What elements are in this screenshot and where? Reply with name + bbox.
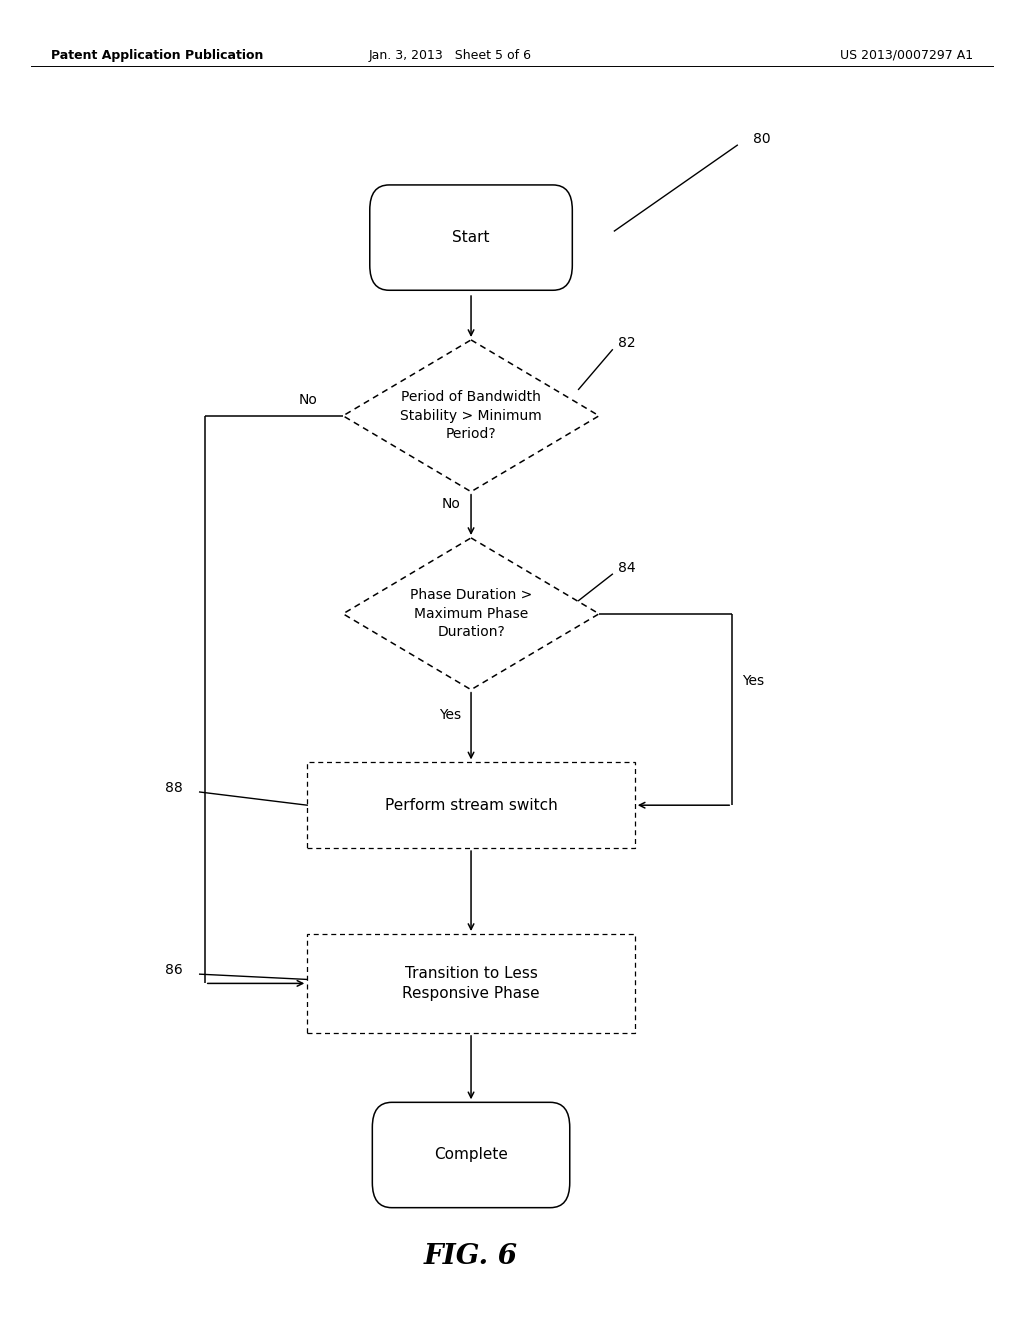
Text: 88: 88 [165,781,182,795]
Text: Yes: Yes [438,709,461,722]
FancyBboxPatch shape [307,935,635,1032]
FancyBboxPatch shape [370,185,572,290]
Text: 84: 84 [618,561,636,574]
Text: Yes: Yes [742,673,765,688]
FancyBboxPatch shape [373,1102,569,1208]
Text: Jan. 3, 2013   Sheet 5 of 6: Jan. 3, 2013 Sheet 5 of 6 [369,49,532,62]
Text: Period of Bandwidth
Stability > Minimum
Period?: Period of Bandwidth Stability > Minimum … [400,391,542,441]
Text: FIG. 6: FIG. 6 [424,1243,518,1270]
Text: 80: 80 [753,132,770,145]
Text: 82: 82 [618,337,636,350]
Text: Transition to Less
Responsive Phase: Transition to Less Responsive Phase [402,966,540,1001]
FancyBboxPatch shape [307,762,635,847]
Text: 86: 86 [165,964,182,977]
Text: No: No [299,393,317,407]
Text: Phase Duration >
Maximum Phase
Duration?: Phase Duration > Maximum Phase Duration? [410,589,532,639]
Text: Patent Application Publication: Patent Application Publication [51,49,263,62]
Text: Complete: Complete [434,1147,508,1163]
Text: Perform stream switch: Perform stream switch [385,797,557,813]
Text: US 2013/0007297 A1: US 2013/0007297 A1 [840,49,973,62]
Text: No: No [442,498,461,511]
Polygon shape [343,539,599,689]
Text: Start: Start [453,230,489,246]
Polygon shape [343,339,599,491]
